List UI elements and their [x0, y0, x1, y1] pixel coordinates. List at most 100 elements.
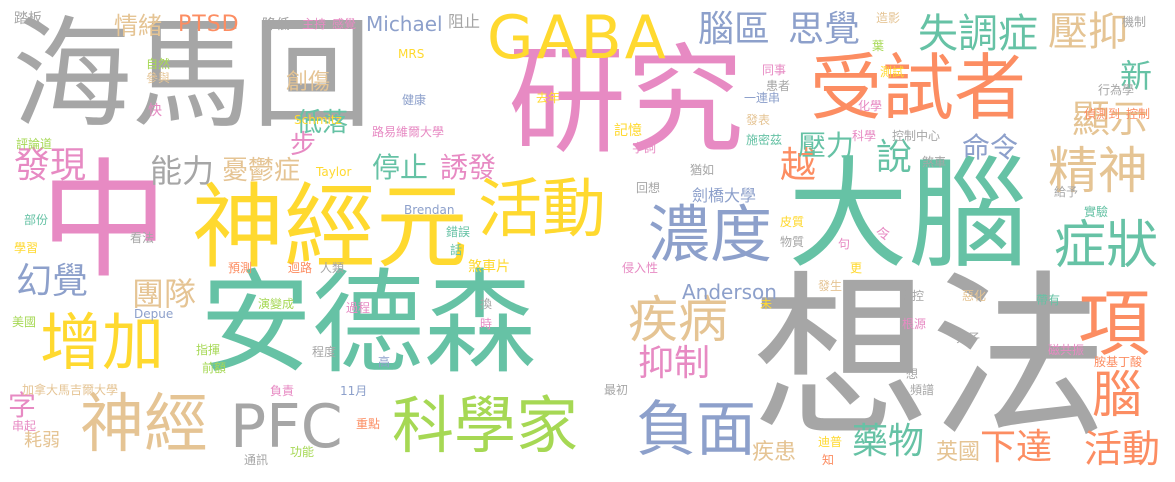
- word: 迴路: [288, 261, 313, 275]
- word: 前額: [202, 361, 227, 375]
- word: PTSD: [178, 12, 240, 37]
- word: 葉: [872, 39, 885, 53]
- word: 回想: [636, 181, 661, 195]
- word: 研究: [508, 32, 745, 170]
- word: Depue: [134, 307, 174, 321]
- word: Anderson: [682, 280, 777, 304]
- word: 高: [378, 355, 391, 369]
- word: 濃度: [648, 198, 773, 271]
- word: 顯示: [1072, 97, 1149, 141]
- word: 去年: [536, 91, 561, 105]
- word: 功能: [290, 445, 315, 459]
- word: 發生: [818, 279, 843, 293]
- word: Schmitz: [294, 113, 342, 127]
- word: 踏板: [14, 11, 42, 27]
- word: 藥物: [852, 421, 925, 462]
- word: 化學: [858, 99, 883, 113]
- word: 行為學: [1098, 83, 1135, 97]
- word: 控制: [1126, 107, 1151, 121]
- word: 疾患: [752, 440, 797, 465]
- word: 重點: [356, 417, 381, 431]
- word: 症狀: [1054, 216, 1159, 276]
- word: 測試: [880, 65, 905, 79]
- word: 海馬回: [12, 6, 372, 145]
- word: 侵入性: [622, 261, 659, 275]
- word: 想: [906, 367, 919, 381]
- word: 加拿大馬吉爾大學: [22, 383, 119, 397]
- word: 劍橋大學: [692, 186, 757, 205]
- word: 最初: [604, 383, 629, 397]
- word: 迪普: [818, 435, 843, 449]
- word: 能力: [150, 152, 215, 190]
- word: 憂鬱症: [222, 156, 301, 186]
- word: 活動: [478, 173, 606, 247]
- word: 活動: [1084, 427, 1161, 471]
- word: 施密茲: [746, 133, 783, 147]
- word: 煞車片: [468, 259, 510, 275]
- word: 步: [290, 130, 317, 160]
- word: 學習: [14, 241, 39, 255]
- word: 想法: [752, 255, 1108, 462]
- word: 看法: [130, 231, 155, 245]
- word: 惡化: [962, 289, 987, 303]
- word: 調控: [900, 289, 925, 303]
- word: 11月: [340, 384, 368, 398]
- word: 精神: [1048, 142, 1148, 200]
- word: 知: [822, 453, 835, 467]
- word: 未: [760, 297, 773, 311]
- word: 同事: [762, 63, 787, 77]
- word: 情緒: [114, 12, 162, 40]
- word: 預測: [228, 261, 253, 275]
- word: 自然: [146, 57, 171, 71]
- word: 評論道: [16, 137, 53, 151]
- word: 負面: [636, 395, 756, 465]
- word: 過程: [346, 301, 371, 315]
- word: 壓力: [798, 129, 855, 162]
- word: 神經: [80, 388, 208, 462]
- word: 話: [450, 243, 463, 257]
- word: 腦: [1092, 366, 1142, 424]
- word: 項: [1078, 282, 1151, 366]
- word: 誘發: [440, 151, 497, 184]
- word: 猶如: [690, 163, 715, 177]
- word: 大腦: [788, 146, 1028, 285]
- word: Brendan: [404, 203, 455, 217]
- word: 疾病: [628, 291, 728, 349]
- word: 中: [40, 147, 169, 296]
- word: 患者: [766, 79, 791, 93]
- word: 指揮: [196, 343, 221, 357]
- word: 耗弱: [24, 430, 60, 451]
- word: 停止: [372, 151, 429, 184]
- word: 安德森: [200, 259, 536, 389]
- word: 科學家: [392, 389, 579, 462]
- word: 字: [8, 389, 37, 422]
- word: 部份: [24, 213, 49, 227]
- word: 發表: [746, 113, 771, 127]
- word: 演變成: [258, 297, 295, 311]
- word: 神經元: [192, 174, 469, 281]
- word: 美國: [12, 315, 37, 329]
- word: 命令: [962, 131, 1019, 164]
- word: 造影: [876, 11, 901, 25]
- word: Michael: [366, 12, 443, 36]
- word: 主持: [302, 17, 327, 31]
- word: 機制: [1122, 15, 1147, 29]
- word: 物質: [780, 235, 805, 249]
- word: 發現: [14, 145, 87, 186]
- word: 偵測到: [1084, 107, 1121, 121]
- word: 句: [838, 237, 851, 251]
- word: 創傷: [286, 70, 331, 95]
- word: 根源: [902, 317, 927, 331]
- word: 串起: [12, 419, 37, 433]
- word: 控制中心: [892, 129, 941, 143]
- word: 分子: [956, 331, 981, 345]
- word: 通訊: [244, 453, 269, 467]
- word: 英國: [936, 440, 981, 465]
- word: 記憶: [614, 123, 642, 139]
- word: 實驗: [1084, 205, 1109, 219]
- word: 思覺: [788, 9, 861, 50]
- word: 受試者: [810, 46, 1027, 130]
- word: 失調症: [918, 11, 1038, 57]
- word: 越: [780, 145, 817, 186]
